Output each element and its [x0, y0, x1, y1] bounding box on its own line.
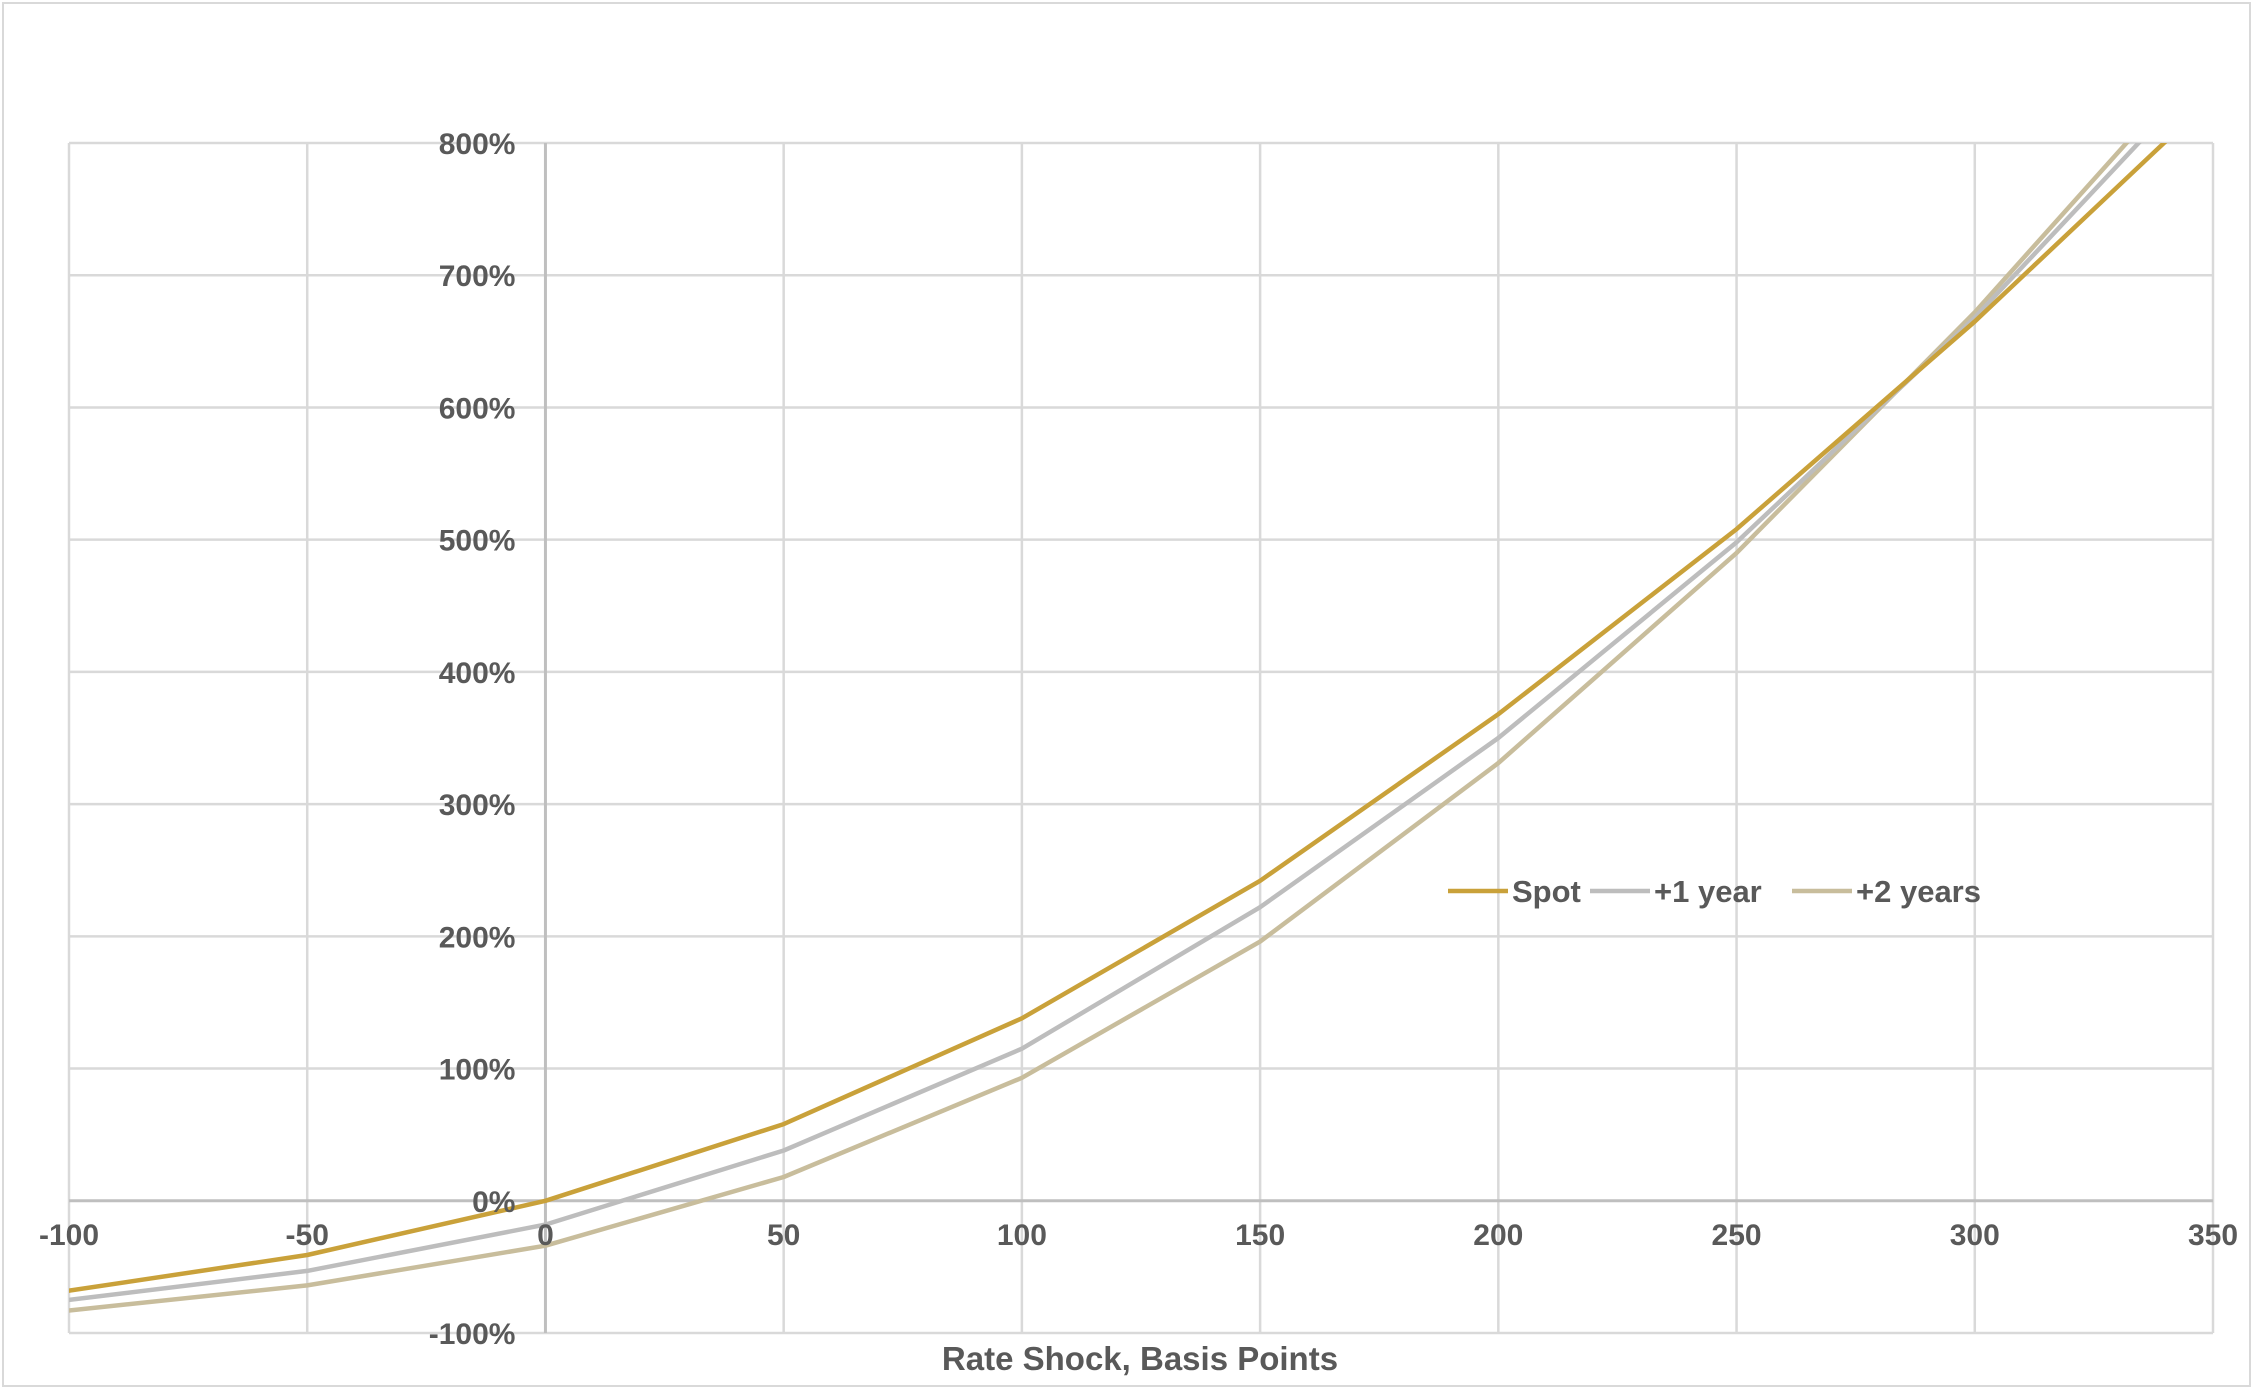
x-tick-label: 350	[2188, 1219, 2238, 1252]
series-lines	[69, 143, 2168, 1313]
x-tick-label: 200	[1473, 1219, 1523, 1252]
y-tick-label: -100%	[429, 1318, 516, 1351]
y-tick-label: 0%	[472, 1186, 515, 1219]
x-tick-label: -50	[286, 1219, 329, 1252]
y-tick-label: 300%	[439, 789, 516, 822]
legend-item: +1 year	[1590, 874, 1762, 909]
grid	[67, 141, 2215, 1335]
series-line-1	[69, 143, 2142, 1303]
y-tick-label: 700%	[439, 260, 516, 293]
x-tick-label: 250	[1712, 1219, 1762, 1252]
series-line-2	[69, 143, 2130, 1313]
y-tick-label: 200%	[439, 921, 516, 954]
y-tick-labels: -100% 0% 100% 200% 300% 400% 500% 600% 700% 800%	[429, 128, 516, 1351]
y-tick-label: 600%	[439, 392, 516, 425]
y-tick-label: 800%	[439, 128, 516, 161]
x-tick-label: 100	[997, 1219, 1047, 1252]
legend-label: Spot	[1512, 874, 1581, 909]
x-tick-labels: -100 -50 0 50 100 150 200 250 300 350	[39, 1219, 2238, 1252]
legend-item: Spot	[1448, 874, 1581, 909]
legend-label: +2 years	[1856, 874, 1981, 909]
series-line-0	[69, 143, 2168, 1293]
x-tick-label: 300	[1950, 1219, 2000, 1252]
x-tick-label: -100	[39, 1219, 99, 1252]
x-tick-label: 0	[537, 1219, 554, 1252]
x-tick-label: 150	[1235, 1219, 1285, 1252]
legend: Spot +1 year +2 years	[1448, 874, 1981, 909]
y-tick-label: 100%	[439, 1054, 516, 1087]
legend-item: +2 years	[1792, 874, 1981, 909]
y-tick-label: 500%	[439, 525, 516, 558]
legend-label: +1 year	[1654, 874, 1762, 909]
x-tick-label: 50	[767, 1219, 800, 1252]
y-tick-label: 400%	[439, 657, 516, 690]
axes	[69, 143, 2213, 1333]
x-axis-title: Rate Shock, Basis Points	[942, 1340, 1338, 1377]
